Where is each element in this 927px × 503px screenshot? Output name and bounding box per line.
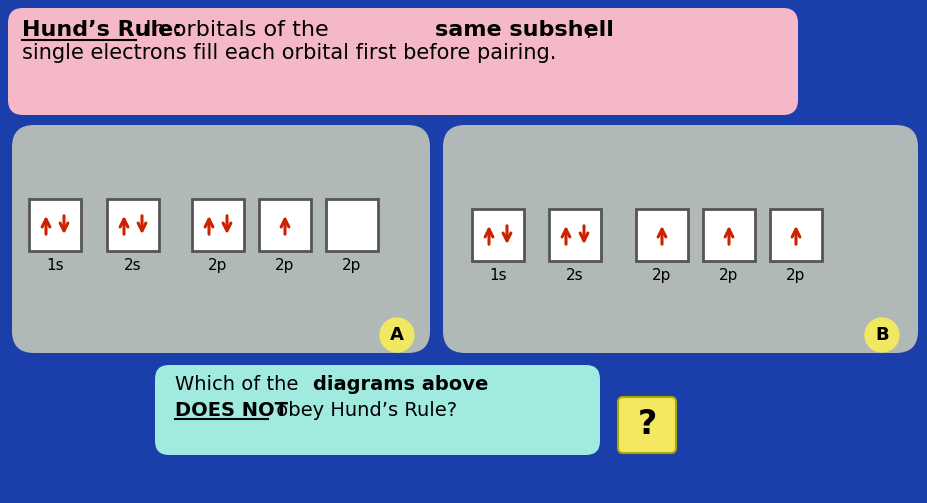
Bar xyxy=(549,209,601,261)
Text: 1s: 1s xyxy=(489,268,507,283)
Text: 2p: 2p xyxy=(342,258,362,273)
Text: In orbitals of the: In orbitals of the xyxy=(138,20,336,40)
Bar xyxy=(107,199,159,251)
Text: 2p: 2p xyxy=(209,258,228,273)
Text: single electrons fill each orbital first before pairing.: single electrons fill each orbital first… xyxy=(22,43,556,63)
Text: DOES NOT: DOES NOT xyxy=(175,400,288,420)
Bar xyxy=(703,209,755,261)
Text: 2s: 2s xyxy=(566,268,584,283)
FancyBboxPatch shape xyxy=(443,125,918,353)
Bar xyxy=(192,199,244,251)
Text: obey Hund’s Rule?: obey Hund’s Rule? xyxy=(270,400,457,420)
FancyBboxPatch shape xyxy=(12,125,430,353)
Text: 2p: 2p xyxy=(653,268,672,283)
Text: diagrams above: diagrams above xyxy=(313,376,489,394)
FancyBboxPatch shape xyxy=(618,397,676,453)
Text: 2p: 2p xyxy=(786,268,806,283)
Text: A: A xyxy=(390,326,404,344)
Bar xyxy=(259,199,311,251)
Text: ,: , xyxy=(585,20,592,40)
Text: same subshell: same subshell xyxy=(435,20,614,40)
Circle shape xyxy=(380,318,414,352)
Bar xyxy=(770,209,822,261)
Circle shape xyxy=(865,318,899,352)
FancyBboxPatch shape xyxy=(155,365,600,455)
Text: 2p: 2p xyxy=(719,268,739,283)
Text: B: B xyxy=(875,326,889,344)
Text: 2p: 2p xyxy=(275,258,295,273)
Text: 2s: 2s xyxy=(124,258,142,273)
Text: Hund’s Rule:: Hund’s Rule: xyxy=(22,20,182,40)
Bar xyxy=(29,199,81,251)
Bar xyxy=(326,199,378,251)
Bar xyxy=(636,209,688,261)
Bar xyxy=(472,209,524,261)
Text: 1s: 1s xyxy=(46,258,64,273)
Text: Which of the: Which of the xyxy=(175,376,305,394)
FancyBboxPatch shape xyxy=(8,8,798,115)
Text: ?: ? xyxy=(638,408,656,442)
